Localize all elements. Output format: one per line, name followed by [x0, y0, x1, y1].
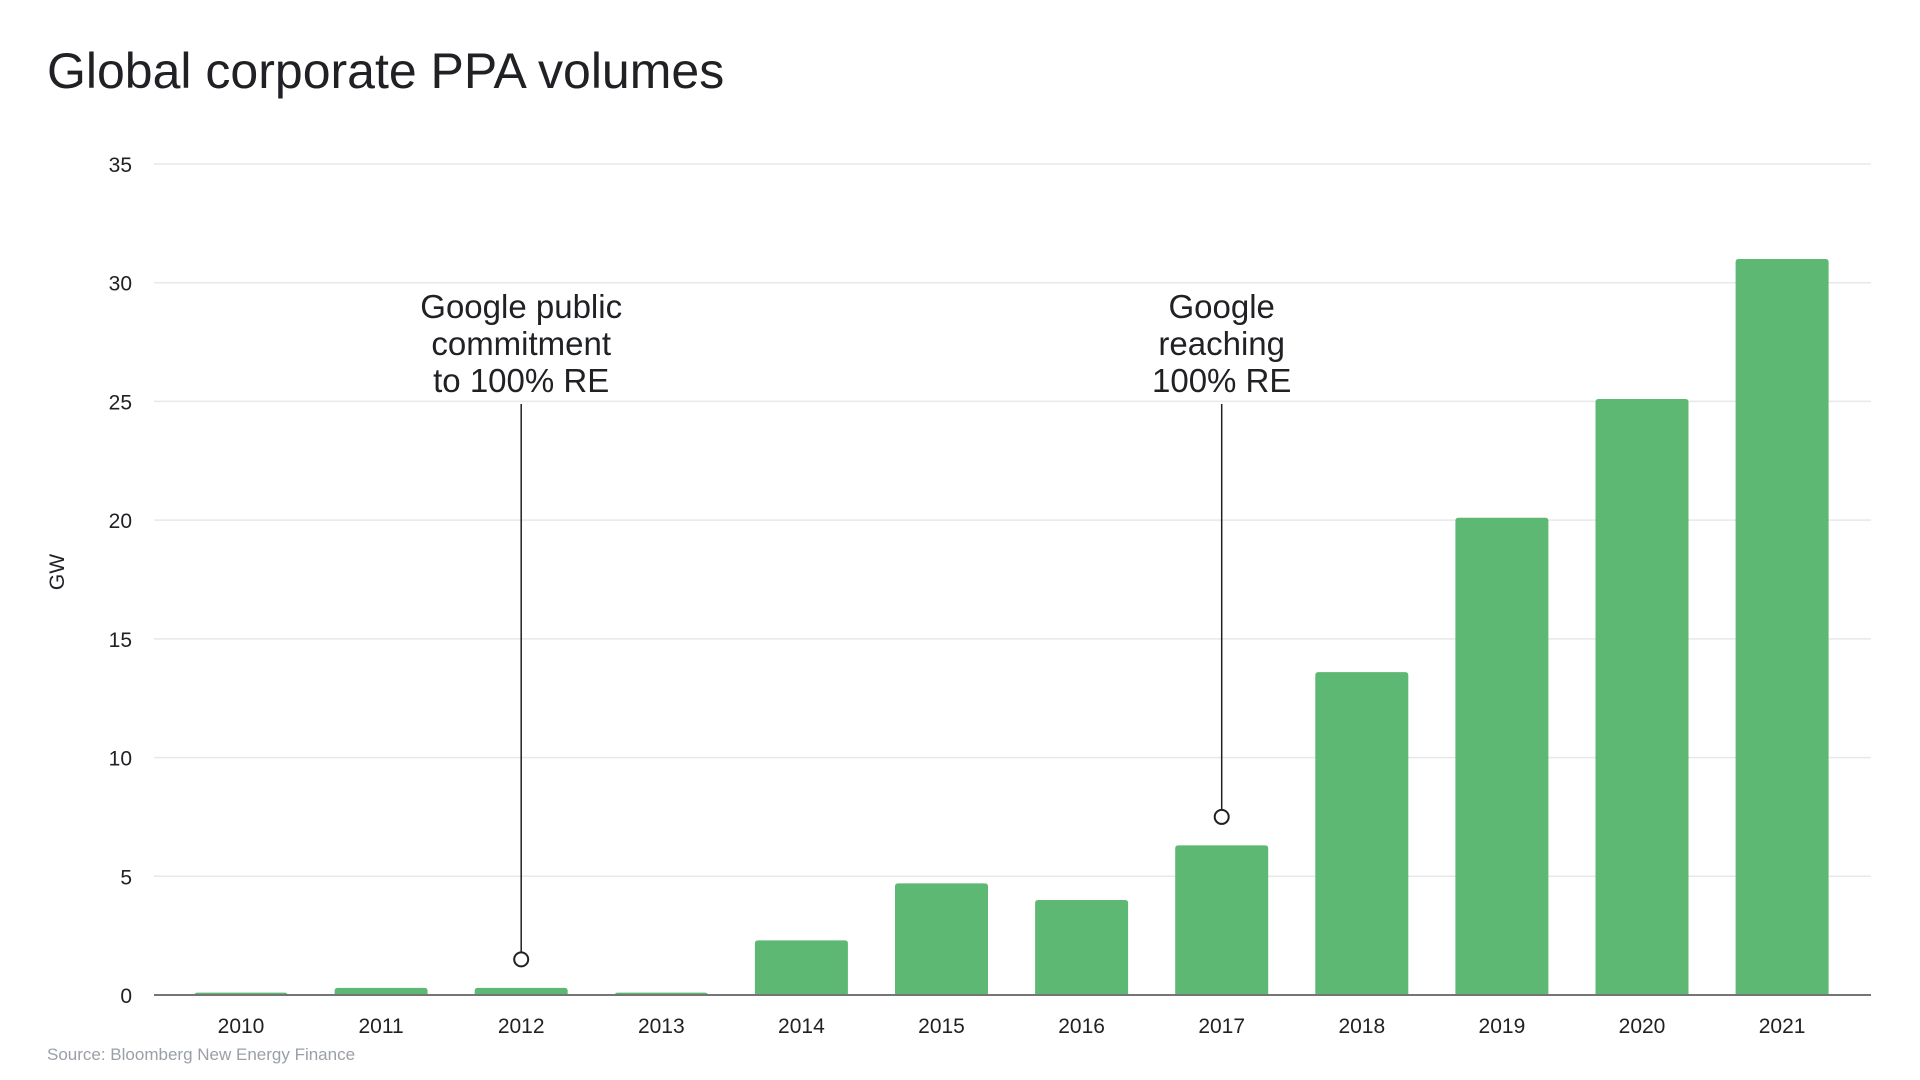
bar-2015	[895, 883, 988, 995]
annotation-marker	[513, 951, 530, 968]
y-tick-label: 20	[109, 510, 132, 533]
x-tick-label: 2018	[1338, 1015, 1385, 1038]
bar-2019	[1455, 517, 1549, 995]
y-tick-label: 35	[109, 154, 132, 177]
bar-2011	[334, 987, 428, 995]
annotation-text: Google public	[420, 288, 622, 325]
x-tick-label: 2013	[638, 1015, 685, 1038]
x-tick-label: 2019	[1479, 1015, 1526, 1038]
annotation-text: 100% RE	[1152, 362, 1291, 399]
annotation-text: to 100% RE	[433, 362, 609, 399]
y-tick-label: 30	[109, 273, 132, 296]
annotation-text: reaching	[1158, 325, 1285, 362]
y-axis-label: GW	[46, 554, 69, 590]
chart-title: Global corporate PPA volumes	[47, 43, 724, 99]
gridlines	[154, 163, 1871, 878]
annotation-text: commitment	[431, 325, 611, 362]
bar-2014	[754, 940, 848, 995]
x-tick-label: 2020	[1619, 1015, 1666, 1038]
bar-2020	[1595, 399, 1689, 995]
annotation-marker	[1213, 808, 1230, 825]
x-tick-label: 2014	[778, 1015, 825, 1038]
x-tick-label: 2011	[359, 1015, 404, 1038]
y-tick-labels: 0 5 10 15 20 25 30 35	[109, 154, 132, 1008]
x-tick-label: 2010	[218, 1015, 265, 1038]
y-tick-label: 0	[120, 985, 132, 1008]
y-tick-label: 5	[120, 866, 132, 889]
x-tick-label: 2021	[1759, 1015, 1806, 1038]
bars	[194, 258, 1829, 995]
x-tick-label: 2012	[498, 1015, 545, 1038]
bar-2012	[474, 987, 568, 995]
annotation-text: Google	[1168, 288, 1274, 325]
bar-2017	[1175, 845, 1269, 995]
y-tick-label: 15	[109, 629, 132, 652]
source-note: Source: Bloomberg New Energy Finance	[47, 1045, 355, 1064]
bar-2018	[1315, 672, 1409, 995]
bar-2016	[1035, 900, 1129, 995]
x-tick-labels: 2010 2011 2012 2013 2014 2015 2016 2017 2018 2019…	[218, 1015, 1806, 1038]
y-tick-label: 10	[109, 748, 132, 771]
x-tick-label: 2016	[1058, 1015, 1105, 1038]
bar-2021	[1735, 258, 1829, 995]
x-tick-label: 2017	[1198, 1015, 1245, 1038]
y-tick-label: 25	[109, 391, 132, 414]
x-tick-label: 2015	[918, 1015, 965, 1038]
